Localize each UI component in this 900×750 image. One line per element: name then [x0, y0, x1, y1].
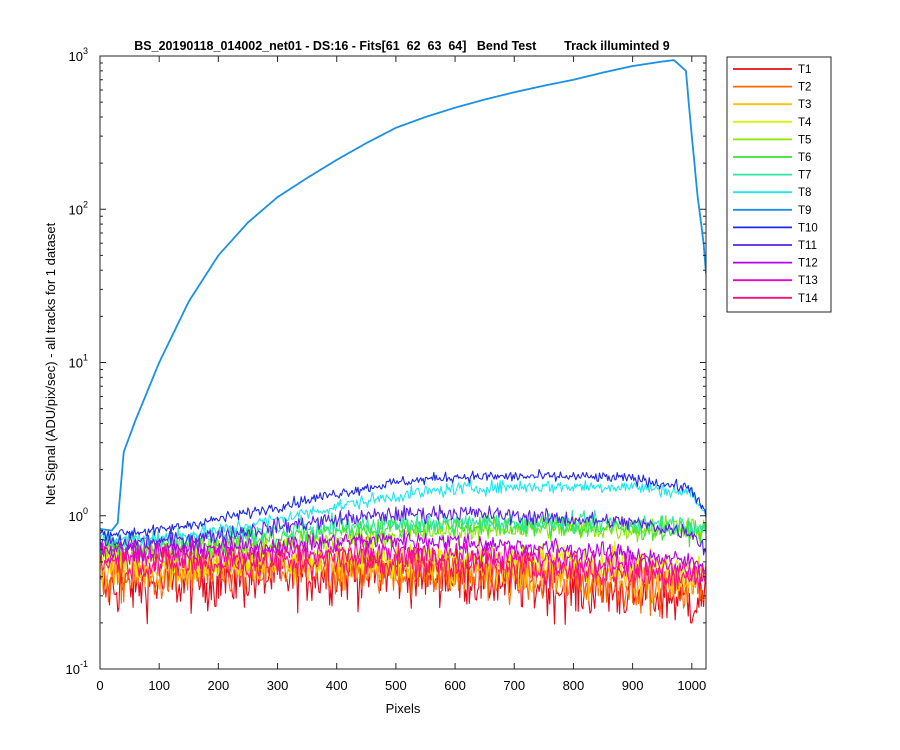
- x-axis-label: Pixels: [386, 701, 421, 716]
- x-tick-label: 200: [208, 678, 230, 693]
- legend-box: [726, 56, 832, 313]
- legend-item-t10[interactable]: T10: [733, 222, 818, 234]
- legend-label: T13: [798, 275, 818, 287]
- series-line-t10: [100, 468, 706, 542]
- legend-item-t2[interactable]: T2: [733, 82, 811, 94]
- legend-label: T14: [798, 293, 818, 305]
- legend-item-t14[interactable]: T14: [733, 293, 818, 305]
- legend-label: T1: [798, 64, 811, 76]
- legend-items: T1 T2 T3 T4 T5 T6 T7 T8 T9 T10 T11 T12 T13 T14: [733, 64, 818, 305]
- plot-frame: [99, 55, 707, 670]
- series-layer: [100, 59, 706, 625]
- series-line-t12: [100, 529, 706, 573]
- legend-item-t8[interactable]: T8: [733, 187, 811, 199]
- series-line-t8: [100, 479, 706, 545]
- series-line-t11: [100, 504, 706, 556]
- x-tick-label: 300: [267, 678, 289, 693]
- legend-label: T8: [798, 187, 811, 199]
- x-tick-label: 1000: [677, 678, 706, 693]
- legend-item-t6[interactable]: T6: [733, 152, 811, 164]
- legend-label: T7: [798, 170, 811, 182]
- legend-label: T12: [798, 258, 818, 270]
- x-tick-label: 700: [503, 678, 525, 693]
- x-tick-label: 600: [444, 678, 466, 693]
- legend-label: T9: [798, 205, 811, 217]
- legend[interactable]: T1 T2 T3 T4 T5 T6 T7 T8 T9 T10 T11 T12 T13 T14: [726, 56, 832, 313]
- legend-item-t11[interactable]: T11: [733, 240, 817, 252]
- series-line-t14: [100, 542, 706, 595]
- legend-label: T2: [798, 82, 811, 94]
- y-axis-label: Net Signal (ADU/pix/sec) - all tracks fo…: [43, 222, 58, 505]
- x-tick-label: 400: [326, 678, 348, 693]
- legend-item-t13[interactable]: T13: [733, 275, 818, 287]
- legend-item-t5[interactable]: T5: [733, 134, 811, 146]
- legend-item-t4[interactable]: T4: [733, 117, 812, 129]
- x-tick-label: 800: [563, 678, 585, 693]
- legend-label: T4: [798, 117, 812, 129]
- x-tick-label: 900: [622, 678, 644, 693]
- legend-label: T3: [798, 99, 811, 111]
- x-tick-label: 100: [148, 678, 170, 693]
- legend-item-t3[interactable]: T3: [733, 99, 811, 111]
- legend-item-t9[interactable]: T9: [733, 205, 811, 217]
- series-line-t9: [100, 59, 706, 532]
- legend-item-t7[interactable]: T7: [733, 170, 811, 182]
- legend-label: T5: [798, 134, 811, 146]
- x-tick-label: 0: [96, 678, 103, 693]
- legend-label: T11: [798, 240, 817, 252]
- legend-label: T10: [798, 222, 818, 234]
- chart-title: BS_20190118_014002_net01 - DS:16 - Fits[…: [134, 39, 669, 53]
- legend-item-t1[interactable]: T1: [733, 64, 811, 76]
- legend-label: T6: [798, 152, 811, 164]
- x-tick-label: 500: [385, 678, 407, 693]
- legend-item-t12[interactable]: T12: [733, 258, 818, 270]
